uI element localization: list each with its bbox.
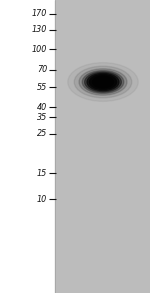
Ellipse shape [85, 72, 121, 92]
Ellipse shape [82, 71, 124, 93]
Ellipse shape [79, 69, 127, 95]
Text: 70: 70 [37, 66, 47, 74]
Text: 130: 130 [32, 25, 47, 35]
Text: 55: 55 [37, 83, 47, 91]
Ellipse shape [68, 63, 138, 101]
Bar [55, 0, 150, 293]
Text: 35: 35 [37, 113, 47, 122]
Text: 170: 170 [32, 9, 47, 18]
Text: 100: 100 [32, 45, 47, 54]
Ellipse shape [87, 73, 119, 91]
Ellipse shape [74, 66, 132, 98]
Text: 25: 25 [37, 130, 47, 139]
Text: 40: 40 [37, 103, 47, 112]
Ellipse shape [93, 76, 113, 88]
Text: 10: 10 [37, 195, 47, 204]
Text: 15: 15 [37, 168, 47, 178]
Ellipse shape [89, 74, 117, 89]
